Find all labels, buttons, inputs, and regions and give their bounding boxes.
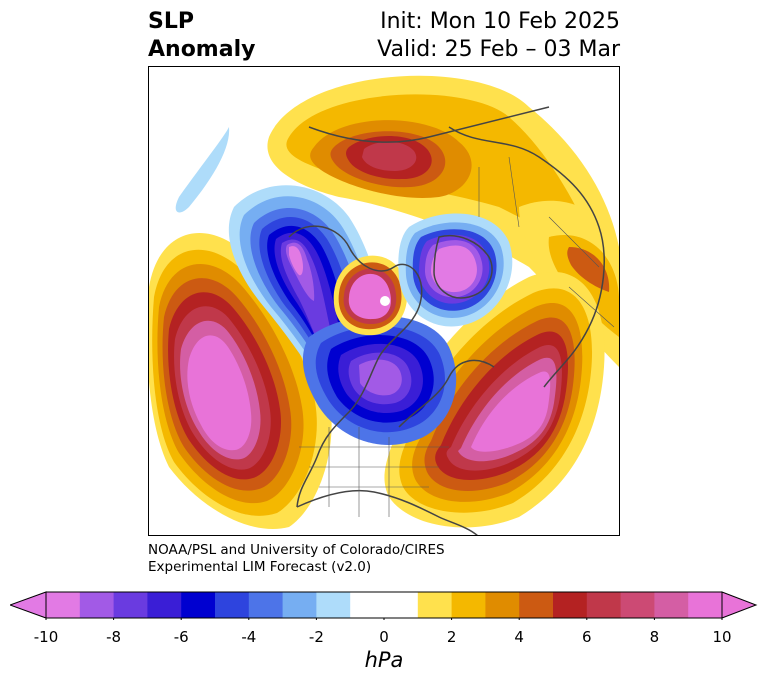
colorbar-swatch xyxy=(316,592,351,618)
arctic-low xyxy=(333,255,408,336)
colorbar-swatch xyxy=(79,592,115,618)
colorbar-swatch xyxy=(350,592,385,618)
colorbar-extend-min xyxy=(10,591,47,619)
title-line-2: Anomaly xyxy=(148,37,256,62)
colorbar-swatch xyxy=(688,592,723,618)
borders xyxy=(299,156,615,517)
colorbar xyxy=(10,591,758,620)
title-line-1: SLP xyxy=(148,9,194,34)
colorbar-tick-label: -8 xyxy=(106,628,122,646)
colorbar-swatch xyxy=(654,592,689,618)
colorbar-swatch xyxy=(485,592,520,618)
credit-text: NOAA/PSL and University of Colorado/CIRE… xyxy=(148,542,445,576)
valid-range: Valid: 25 Feb – 03 Mar xyxy=(377,37,620,62)
colorbar-swatch xyxy=(553,592,588,618)
colorbar-swatch xyxy=(113,592,148,618)
colorbar-unit-label: hPa xyxy=(364,648,404,672)
forecast-dates: Init: Mon 10 Feb 2025 Valid: 25 Feb – 03… xyxy=(377,8,620,64)
eastern-north-america-high xyxy=(384,271,605,528)
north-pacific-high xyxy=(149,233,332,529)
colorbar-swatch xyxy=(215,592,250,618)
colorbar-tick-label: 0 xyxy=(379,628,389,646)
colorbar-tick-label: 4 xyxy=(514,628,524,646)
colorbar-tick-label: -2 xyxy=(308,628,324,646)
map-title: SLP Anomaly xyxy=(148,8,255,64)
colorbar-extend-max xyxy=(721,591,758,619)
colorbar-tick-label: 10 xyxy=(712,628,732,646)
colorbar-swatch xyxy=(417,592,453,618)
colorbar-tick-label: 2 xyxy=(446,628,457,646)
colorbar-tick-label: -10 xyxy=(33,628,59,646)
init-date: Init: Mon 10 Feb 2025 xyxy=(380,9,620,34)
colorbar-swatch xyxy=(586,592,622,618)
credit-line-2: Experimental LIM Forecast (v2.0) xyxy=(148,559,372,575)
credit-line-1: NOAA/PSL and University of Colorado/CIRE… xyxy=(148,542,445,558)
colorbar-swatch xyxy=(282,592,317,618)
slp-anomaly-map xyxy=(149,75,619,535)
map-panel xyxy=(148,66,620,536)
colorbar-swatch xyxy=(248,592,284,618)
colorbar-swatch xyxy=(620,592,655,618)
siberia-low xyxy=(398,213,513,327)
north-pacific-weak-low xyxy=(175,127,230,213)
colorbar-tick-label: 8 xyxy=(649,628,660,646)
colorbar-swatch xyxy=(384,592,419,618)
colorbar-swatch xyxy=(451,592,486,618)
colorbar-swatch xyxy=(46,592,81,618)
colorbar-tick-label: 6 xyxy=(582,628,592,646)
colorbar-tick-label: -4 xyxy=(241,628,257,646)
hudson-bay-low xyxy=(302,315,457,445)
colorbar-tick-label: -6 xyxy=(173,628,189,646)
colorbar-swatch xyxy=(147,592,182,618)
colorbar-swatch xyxy=(519,592,554,618)
colorbar-swatch xyxy=(181,592,216,618)
